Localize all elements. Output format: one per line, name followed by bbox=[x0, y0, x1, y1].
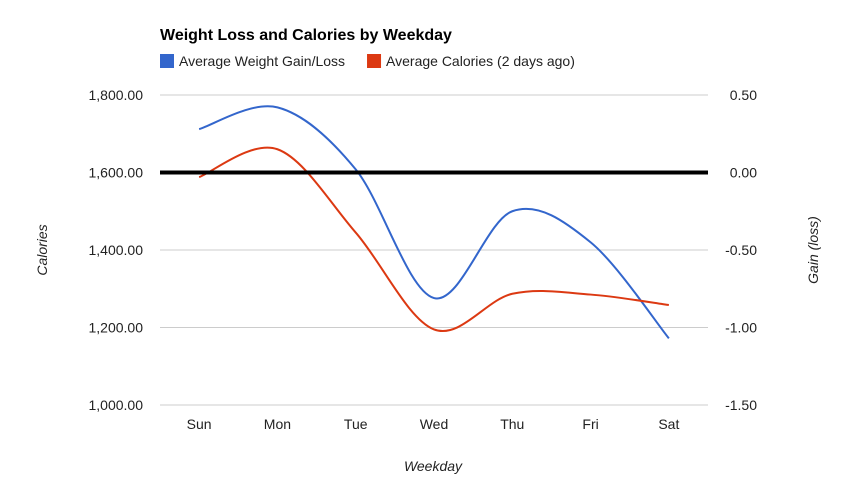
right-tick-label: 0.00 bbox=[730, 165, 757, 181]
series-line-0 bbox=[198, 105, 670, 339]
legend-label: Average Calories (2 days ago) bbox=[386, 53, 575, 69]
x-tick-label: Tue bbox=[344, 416, 368, 432]
left-tick-label: 1,000.00 bbox=[89, 397, 144, 413]
gridlines bbox=[160, 94, 708, 406]
left-tick-label: 1,400.00 bbox=[89, 242, 144, 258]
right-tick-label: 0.50 bbox=[730, 87, 757, 103]
y-axis-left-title: Calories bbox=[34, 224, 50, 275]
x-tick-label: Mon bbox=[264, 416, 291, 432]
series-line-1 bbox=[198, 146, 669, 333]
x-tick-label: Fri bbox=[582, 416, 598, 432]
series-layer bbox=[160, 105, 708, 339]
legend: Average Weight Gain/Loss Average Calories… bbox=[160, 53, 575, 69]
legend-swatch bbox=[160, 54, 174, 68]
chart-title: Weight Loss and Calories by Weekday bbox=[160, 27, 452, 44]
left-tick-label: 1,600.00 bbox=[89, 165, 144, 181]
x-tick-label: Sun bbox=[187, 416, 212, 432]
x-tick-label: Wed bbox=[420, 416, 449, 432]
right-tick-label: -1.50 bbox=[725, 397, 757, 413]
y-axis-right-title: Gain (loss) bbox=[805, 216, 821, 284]
x-tick-label: Sat bbox=[658, 416, 679, 432]
x-axis-ticks: Sun Mon Tue Wed Thu Fri Sat bbox=[187, 416, 680, 432]
legend-swatch bbox=[367, 54, 382, 68]
right-tick-label: -0.50 bbox=[725, 242, 757, 258]
right-tick-label: -1.00 bbox=[725, 320, 757, 336]
x-axis-title: Weekday bbox=[404, 458, 463, 474]
legend-label: Average Weight Gain/Loss bbox=[179, 53, 345, 69]
left-tick-label: 1,800.00 bbox=[89, 87, 144, 103]
right-axis-ticks: 0.50 0.00 -0.50 -1.00 -1.50 bbox=[725, 87, 757, 413]
x-tick-label: Thu bbox=[500, 416, 524, 432]
left-axis-ticks: 1,800.00 1,600.00 1,400.00 1,200.00 1,000.00 bbox=[89, 87, 144, 413]
left-tick-label: 1,200.00 bbox=[89, 320, 144, 336]
